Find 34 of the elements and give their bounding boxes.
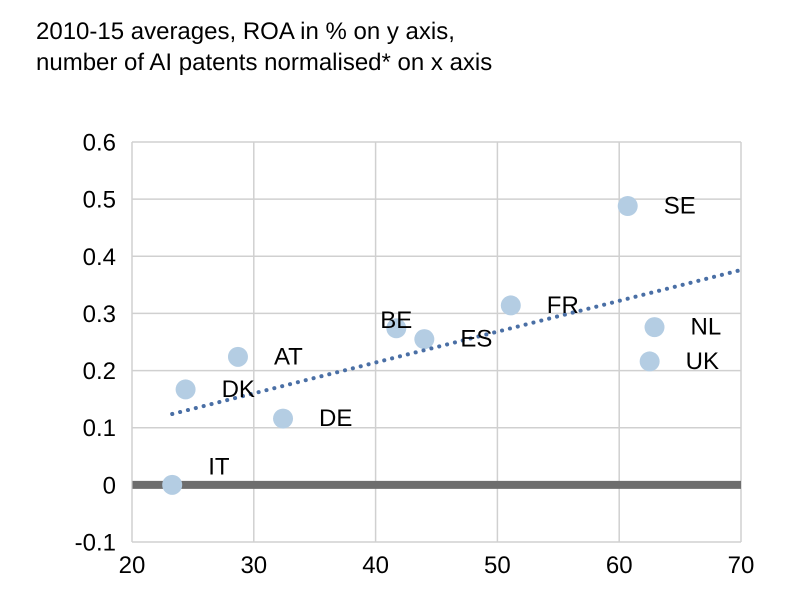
annotation: ES (460, 326, 492, 353)
y-tick-label: 0.6 (82, 130, 116, 157)
x-tick-label: 70 (728, 552, 754, 580)
chart-title: 2010-15 averages, ROA in % on y axis, number of AI patents normalised* on x axis (36, 17, 492, 78)
point (414, 329, 434, 350)
annotation: AT (274, 343, 304, 370)
annotation: BE (380, 306, 412, 334)
y-tick-label: 0.1 (82, 415, 116, 442)
x-tick-label: 20 (118, 552, 146, 580)
point (618, 196, 638, 216)
point (162, 474, 182, 495)
annotation: FR (546, 292, 579, 319)
point (273, 408, 294, 429)
annotation: DK (222, 376, 255, 403)
annotation: IT (208, 453, 230, 480)
y-tick-label: 0.5 (82, 186, 116, 214)
x-tick-label: 40 (362, 552, 389, 580)
y-tick-label: 0.4 (82, 244, 116, 271)
point (640, 351, 660, 372)
annotation: DE (319, 405, 352, 432)
point (176, 379, 196, 400)
point (500, 295, 521, 316)
x-tick-label: 50 (484, 552, 511, 580)
point (228, 346, 248, 367)
y-tick-label: -0.1 (74, 530, 116, 557)
y-tick-label: 0 (102, 472, 116, 500)
x-tick-label: 60 (606, 552, 633, 580)
annotation: SE (664, 192, 696, 220)
y-tick-label: 0.2 (82, 358, 116, 386)
x-tick-label: 30 (240, 552, 268, 580)
annotation: UK (686, 348, 719, 375)
y-tick-label: 0.3 (82, 300, 116, 328)
point (644, 317, 665, 338)
annotation: NL (690, 314, 722, 341)
